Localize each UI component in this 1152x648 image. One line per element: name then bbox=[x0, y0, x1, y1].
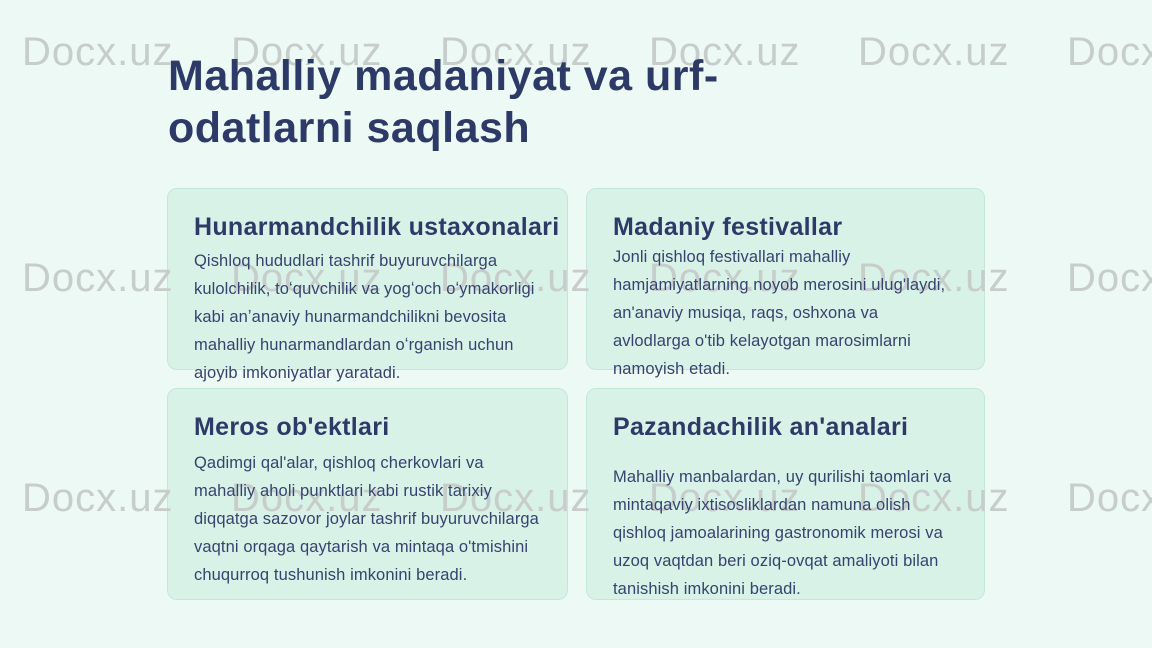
card-body-heritage-sites: Qadimgi qal'alar, qishloq cherkovlari va… bbox=[194, 454, 539, 584]
watermark-text: Docx.uz bbox=[1067, 256, 1152, 300]
watermark-text: Docx.uz bbox=[22, 30, 174, 74]
cards-grid: Hunarmandchilik ustaxonalari Qishloq hud… bbox=[167, 188, 985, 600]
watermark-text: Docx.uz bbox=[22, 476, 174, 520]
card-body-culinary-traditions: Mahalliy manbalardan, uy qurilishi taoml… bbox=[613, 468, 952, 598]
watermark-text: Docx.uz bbox=[1067, 30, 1152, 74]
slide-title: Mahalliy madaniyat va urf- odatlarni saq… bbox=[168, 52, 719, 152]
watermark-text: Docx.uz bbox=[1067, 476, 1152, 520]
card-title-craft-workshops: Hunarmandchilik ustaxonalari bbox=[194, 213, 560, 241]
watermark-text: Docx.uz bbox=[22, 256, 174, 300]
card-title-culinary-traditions: Pazandachilik an'analari bbox=[613, 413, 909, 441]
card-heritage-sites: Meros ob'ektlari Qadimgi qal'alar, qishl… bbox=[167, 388, 568, 600]
card-title-heritage-sites: Meros ob'ektlari bbox=[194, 413, 390, 441]
card-craft-workshops: Hunarmandchilik ustaxonalari Qishloq hud… bbox=[167, 188, 568, 382]
card-body-cultural-festivals: Jonli qishloq festivallari mahalliy hamj… bbox=[613, 248, 946, 378]
card-culinary-traditions: Pazandachilik an'analari Mahalliy manbal… bbox=[586, 388, 985, 600]
card-body-craft-workshops: Qishloq hududlari tashrif buyuruvchilarg… bbox=[194, 252, 535, 382]
card-title-cultural-festivals: Madaniy festivallar bbox=[613, 213, 843, 241]
card-cultural-festivals: Madaniy festivallar Jonli qishloq festiv… bbox=[586, 188, 985, 378]
